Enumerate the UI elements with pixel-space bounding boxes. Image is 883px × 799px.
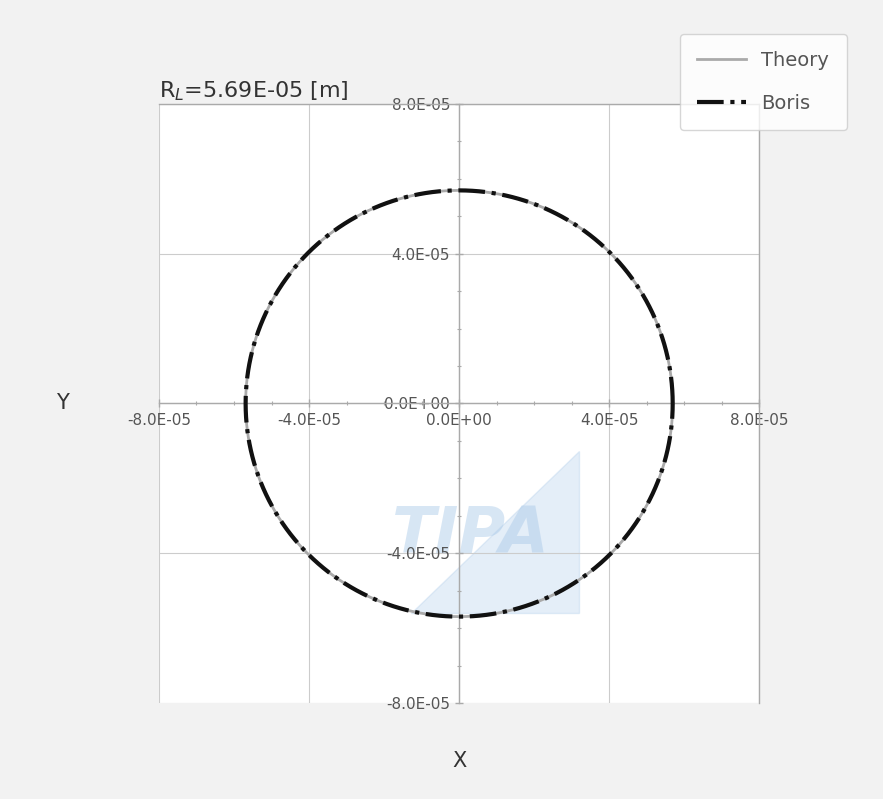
Text: X: X (452, 751, 466, 771)
Text: TIPA: TIPA (392, 504, 550, 566)
Text: R$_L$=5.69E-05 [m]: R$_L$=5.69E-05 [m] (159, 80, 349, 104)
Polygon shape (411, 451, 579, 614)
Text: Y: Y (56, 393, 69, 414)
Legend: Theory, Boris: Theory, Boris (680, 34, 847, 130)
